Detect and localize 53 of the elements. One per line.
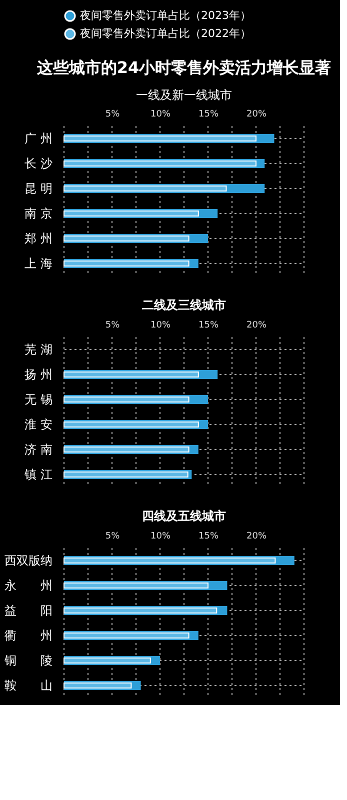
y-tick-label: 镇 江 <box>24 468 52 482</box>
bar <box>64 446 190 452</box>
chart-title: 这些城市的24小时零售外卖活力增长显著 <box>36 58 332 77</box>
y-tick-label: 铜 陵 <box>4 654 52 668</box>
x-tick-label: 10% <box>150 532 171 542</box>
legend-label: 夜间零售外卖订单占比（2022年） <box>80 27 251 40</box>
bar <box>64 260 190 266</box>
chart-subtitle: 一线及新一线城市 <box>136 88 232 102</box>
y-tick-label: 郑 州 <box>24 232 52 246</box>
y-tick-label: 鞍 山 <box>4 678 52 692</box>
x-tick-label: 20% <box>246 320 267 330</box>
x-tick-label: 10% <box>150 320 171 330</box>
y-tick-label: 昆 明 <box>24 182 52 196</box>
y-tick-label: 济 南 <box>24 442 52 456</box>
x-tick-label: 15% <box>198 320 219 330</box>
bar <box>64 582 208 588</box>
x-tick-label: 5% <box>105 110 120 120</box>
bar <box>64 210 199 216</box>
y-tick-label: 长 沙 <box>24 156 52 170</box>
bar <box>64 472 188 478</box>
chart-title: 二线及三线城市 <box>142 298 226 312</box>
bar <box>64 632 190 638</box>
y-tick-label: 上 海 <box>24 256 52 270</box>
y-tick-label: 广 州 <box>24 132 52 146</box>
bar <box>64 608 218 614</box>
x-tick-label: 20% <box>246 110 267 120</box>
bar <box>64 372 199 378</box>
x-tick-label: 10% <box>150 110 171 120</box>
legend-label: 夜间零售外卖订单占比（2023年） <box>80 9 251 22</box>
y-tick-label: 芜 湖 <box>24 342 52 356</box>
y-tick-label: 益 阳 <box>4 604 52 618</box>
bar <box>64 682 132 688</box>
bar <box>64 422 199 428</box>
y-tick-label: 扬 州 <box>24 368 52 382</box>
x-tick-label: 5% <box>105 320 120 330</box>
y-tick-label: 南 京 <box>24 206 52 220</box>
x-tick-label: 15% <box>198 532 219 542</box>
y-tick-label: 永 州 <box>4 578 52 592</box>
chart-title: 四线及五线城市 <box>142 509 226 523</box>
y-tick-label: 淮 安 <box>24 418 52 432</box>
bar <box>64 658 151 664</box>
bar <box>64 558 276 564</box>
bar <box>64 396 190 402</box>
bar <box>64 160 256 166</box>
x-tick-label: 20% <box>246 532 267 542</box>
y-tick-label: 衢 州 <box>4 628 52 642</box>
y-tick-label: 无 锡 <box>24 392 52 406</box>
bar <box>64 236 190 242</box>
y-tick-label: 西双版纳 <box>4 554 52 568</box>
x-tick-label: 5% <box>105 532 120 542</box>
bar <box>64 186 227 192</box>
x-tick-label: 15% <box>198 110 219 120</box>
bar <box>64 136 256 142</box>
